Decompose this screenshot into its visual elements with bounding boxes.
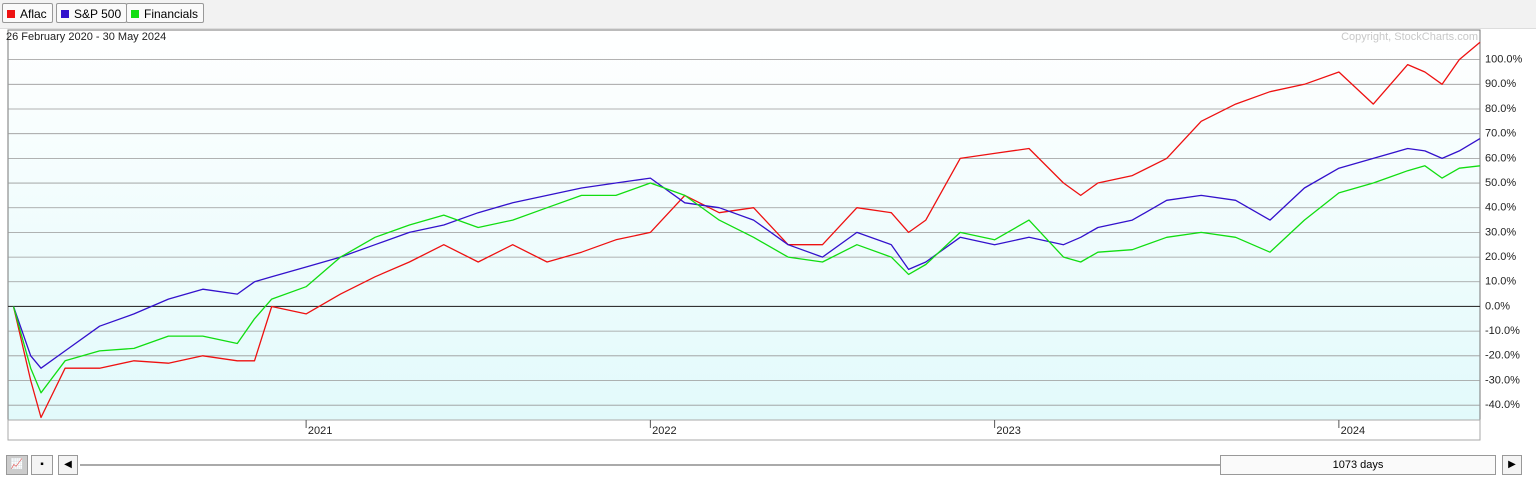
- y-tick-label: 30.0%: [1485, 226, 1516, 238]
- y-tick-label: 90.0%: [1485, 78, 1516, 90]
- x-tick-label: 2022: [652, 425, 676, 437]
- y-tick-label: 70.0%: [1485, 128, 1516, 140]
- y-tick-label: 60.0%: [1485, 152, 1516, 164]
- plot-area: [7, 29, 1481, 421]
- y-tick-label: -30.0%: [1485, 374, 1520, 386]
- series-line: [12, 41, 1481, 419]
- y-tick-label: 0.0%: [1485, 300, 1510, 312]
- x-axis-band: [7, 419, 1481, 441]
- y-tick-label: 20.0%: [1485, 251, 1516, 263]
- y-tick-label: 10.0%: [1485, 276, 1516, 288]
- legend-bar: Aflac S&P 500 Financials: [0, 0, 1536, 29]
- scrollbar: 📈 ▪ ◀ 1073 days ▶: [0, 450, 1536, 482]
- legend-button[interactable]: Aflac: [2, 3, 53, 23]
- legend-label: Financials: [144, 7, 199, 21]
- scroll-right[interactable]: ▶: [1502, 455, 1522, 475]
- x-tick-label: 2023: [996, 425, 1020, 437]
- y-tick-label: 40.0%: [1485, 202, 1516, 214]
- y-tick-label: -40.0%: [1485, 399, 1520, 411]
- chart: 26 February 2020 - 30 May 2024 Copyright…: [6, 29, 1523, 441]
- scroll-left[interactable]: ◀: [58, 455, 78, 475]
- y-tick-label: 50.0%: [1485, 177, 1516, 189]
- y-tick-label: -20.0%: [1485, 350, 1520, 362]
- y-tick-label: 100.0%: [1485, 54, 1523, 66]
- track: [80, 464, 1220, 466]
- line-chart-icon[interactable]: 📈: [6, 455, 28, 475]
- y-tick-label: 80.0%: [1485, 103, 1516, 115]
- legend-button[interactable]: S&P 500: [56, 3, 128, 23]
- series-line: [12, 165, 1481, 394]
- bar-chart-icon[interactable]: ▪: [31, 455, 53, 475]
- x-tick-label: 2021: [308, 425, 332, 437]
- legend-label: S&P 500: [74, 7, 122, 21]
- legend-label: Aflac: [20, 7, 47, 21]
- legend-button[interactable]: Financials: [126, 3, 205, 23]
- x-tick-label: 2024: [1341, 425, 1365, 437]
- copyright: Copyright, StockCharts.com: [1341, 31, 1478, 43]
- y-tick-label: -10.0%: [1485, 325, 1520, 337]
- range-label[interactable]: 1073 days: [1220, 455, 1496, 475]
- subtitle: 26 February 2020 - 30 May 2024: [6, 31, 166, 43]
- series-line: [12, 138, 1481, 369]
